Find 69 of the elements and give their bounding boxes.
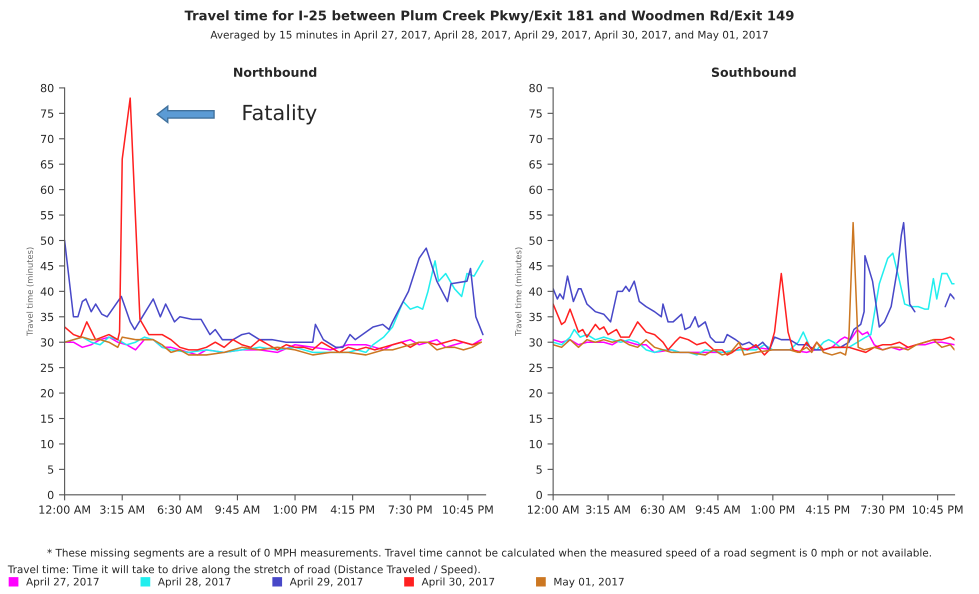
annotation: Fatality — [243, 104, 317, 124]
y-tick-label: 40 — [40, 287, 54, 296]
y-tick-label: 30 — [40, 338, 54, 347]
x-tick-label: 4:15 PM — [806, 506, 850, 514]
legend-label: April 29, 2017 — [290, 578, 362, 588]
y-tick-label: 10 — [41, 440, 54, 448]
text: * These missing segments are a result of 0 MPH measurements. Travel time cannot be calculated when the measured speed of a road segment is 0 mph or not available. — [47, 548, 931, 559]
x-tick-label: 12:00 AM — [528, 505, 578, 514]
y-tick-label: 10 — [530, 440, 542, 448]
chart-title: Southbound — [712, 67, 796, 77]
line-series — [64, 97, 482, 354]
x-tick-label: 10:45 PM — [912, 505, 962, 514]
x-tick-label: 6:30 AM — [158, 505, 202, 514]
y-tick-label: 0 — [48, 490, 54, 500]
line-series — [553, 252, 955, 356]
x-tick-label: 1:00 PM — [752, 505, 794, 514]
x-tick-label: 7:30 PM — [388, 505, 432, 514]
legend-label: April 30, 2017 — [422, 578, 494, 588]
legend-label: April 27, 2017 — [26, 578, 99, 588]
y-tick-label: 20 — [529, 389, 542, 398]
y-tick-label: 65 — [40, 160, 54, 169]
y-axis-title: Travel time (minutes) — [514, 248, 522, 336]
y-tick-label: 35 — [40, 312, 54, 322]
line-series — [64, 336, 482, 356]
x-tick-label: 12:00 AM — [39, 505, 90, 514]
y-tick-label: 65 — [529, 160, 542, 169]
legend-label: May 01, 2017 — [554, 578, 624, 588]
y-tick-label: 20 — [40, 389, 54, 398]
y-tick-label: 40 — [529, 287, 542, 296]
y-tick-label: 55 — [40, 211, 54, 220]
y-tick-label: 70 — [529, 134, 542, 144]
y-tick-label: 30 — [529, 338, 542, 347]
y-tick-label: 25 — [529, 364, 542, 372]
y-tick-label: 0 — [536, 490, 542, 500]
y-tick-label: 60 — [40, 186, 54, 194]
y-tick-label: 45 — [529, 262, 542, 270]
x-tick-label: 7:30 PM — [861, 505, 904, 514]
text: Averaged by 15 minutes in April 27, 2017, April 28, 2017, April 29, 2017, April 30, 2017, and May 01, 2017 — [210, 30, 768, 41]
y-tick-label: 50 — [529, 236, 542, 245]
x-tick-label: 9:45 AM — [696, 505, 740, 514]
x-tick-label: 3:15 AM — [100, 505, 144, 514]
x-tick-label: 6:30 AM — [640, 505, 685, 514]
y-axis-title: Travel time (minutes) — [26, 248, 34, 336]
x-tick-label: 10:45 PM — [443, 505, 493, 514]
y-tick-label: 55 — [529, 211, 542, 220]
y-tick-label: 35 — [529, 312, 542, 322]
y-tick-label: 70 — [40, 134, 54, 144]
text: Travel time: Time it will take to drive along the stretch of road (Distance Traveled / Speed). — [8, 565, 480, 576]
x-tick-label: 4:15 PM — [330, 506, 374, 514]
y-tick-label: 25 — [40, 364, 54, 372]
y-tick-label: 60 — [529, 186, 542, 194]
y-tick-label: 80 — [40, 84, 54, 92]
x-tick-label: 3:15 AM — [586, 505, 630, 514]
y-tick-label: 5 — [536, 465, 542, 474]
y-tick-label: 45 — [40, 262, 54, 270]
y-tick-label: 80 — [529, 84, 542, 92]
line-series — [553, 272, 955, 356]
chart-title: Northbound — [234, 67, 316, 77]
text: Travel time for I-25 between Plum Creek Pkwy/Exit 181 and Woodmen Rd/Exit 149 — [184, 10, 794, 24]
x-tick-label: 9:45 AM — [215, 505, 260, 514]
y-tick-label: 75 — [40, 109, 54, 118]
line-series — [64, 240, 484, 348]
legend-label: April 28, 2017 — [158, 578, 230, 588]
y-tick-label: 15 — [41, 414, 54, 423]
y-tick-label: 15 — [530, 414, 542, 423]
y-tick-label: 5 — [48, 465, 54, 474]
y-tick-label: 75 — [529, 109, 542, 118]
x-tick-label: 1:00 PM — [274, 505, 316, 514]
y-tick-label: 50 — [40, 236, 54, 245]
